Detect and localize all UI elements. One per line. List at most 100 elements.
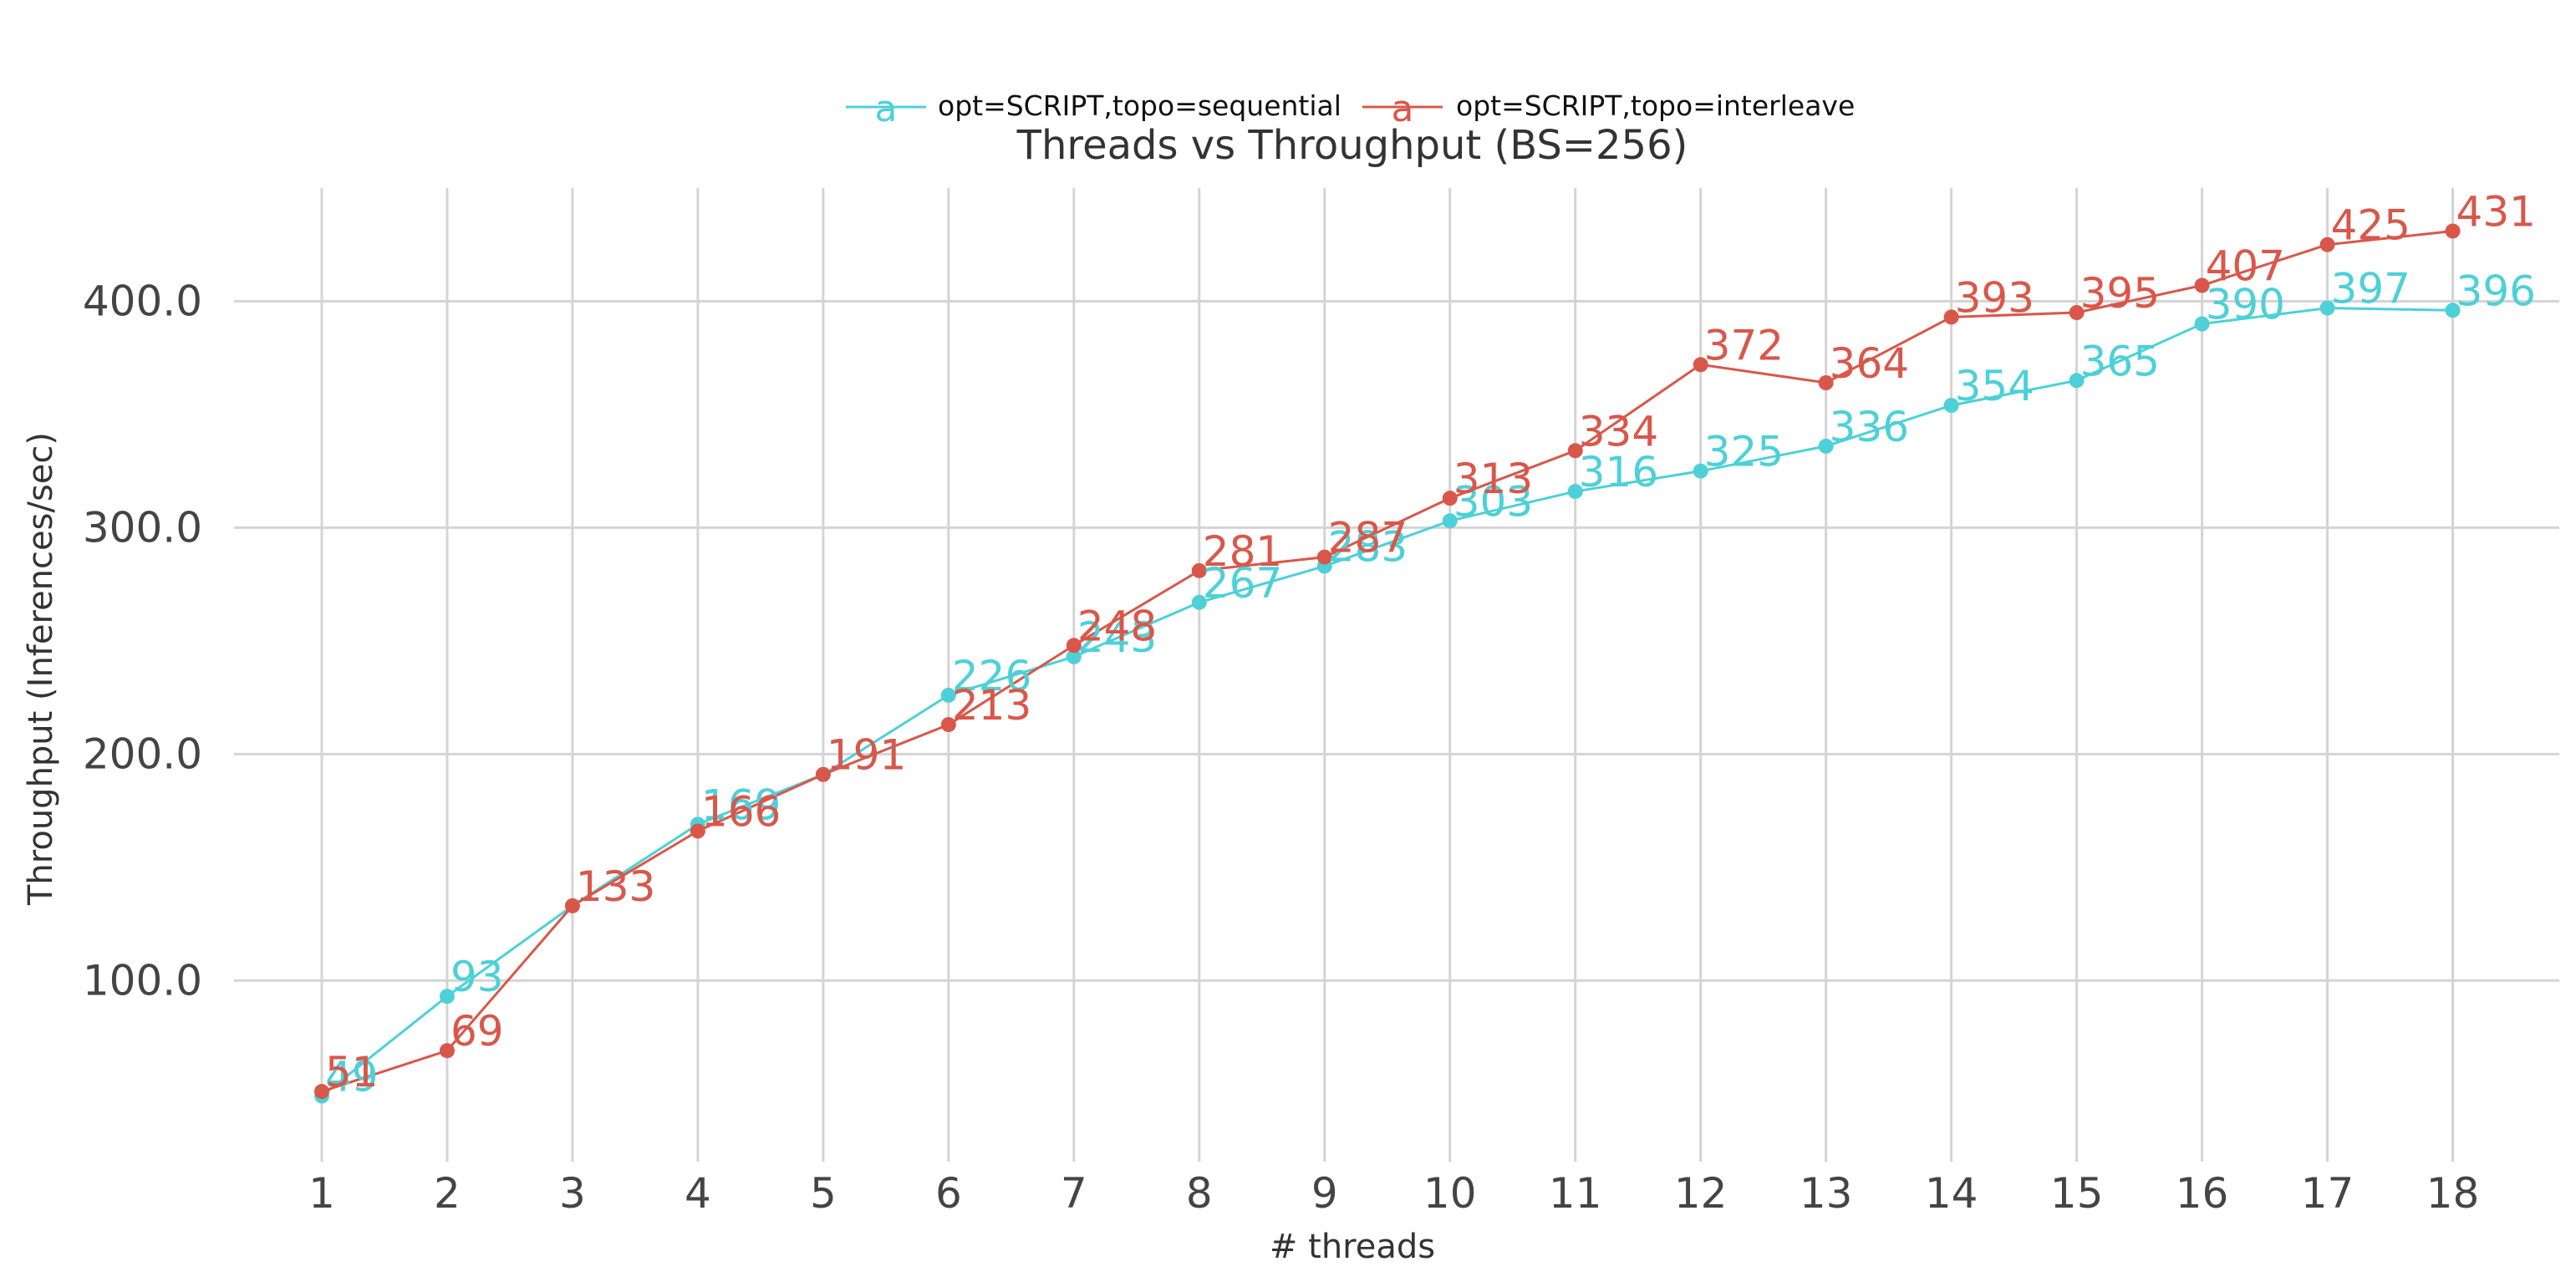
data-label: 407 — [2206, 242, 2285, 291]
data-point — [1693, 463, 1708, 479]
y-tick-label: 400.0 — [83, 277, 202, 325]
data-label: 49 — [325, 1052, 379, 1101]
x-tick-label: 6 — [935, 1169, 962, 1218]
data-labels: 49 93 133 169 191 226 243 267 283 303 316 325 336 354… — [325, 187, 2536, 1101]
data-label: 395 — [2080, 269, 2160, 318]
data-point — [1316, 549, 1332, 565]
data-point — [1066, 649, 1082, 664]
x-tick-label: 18 — [2426, 1169, 2480, 1218]
data-point — [1567, 484, 1583, 500]
data-label: 93 — [451, 953, 504, 1001]
data-label: 313 — [1453, 455, 1533, 503]
data-point — [1943, 309, 1959, 325]
data-point — [1442, 513, 1458, 529]
data-label: 396 — [2456, 267, 2536, 315]
data-label: 365 — [2080, 337, 2160, 385]
data-label: 334 — [1579, 407, 1658, 455]
x-tick-label: 16 — [2176, 1169, 2229, 1218]
data-label: 364 — [1830, 339, 1909, 388]
data-label: 191 — [827, 731, 906, 780]
x-tick-label: 8 — [1186, 1169, 1213, 1218]
data-label: 425 — [2331, 201, 2411, 250]
legend: a opt=SCRIPT,topo=sequential a opt=SCRIP… — [846, 88, 1855, 130]
y-axis-label: Throughput (Inferences/sec) — [22, 432, 60, 906]
data-point — [1442, 491, 1458, 506]
data-point — [815, 766, 831, 782]
data-label: 69 — [451, 1007, 504, 1056]
data-point — [439, 1043, 455, 1059]
data-label: 325 — [1704, 428, 1784, 476]
data-label: 166 — [701, 787, 781, 836]
data-point — [564, 898, 580, 913]
x-tick-label: 1 — [308, 1169, 335, 1218]
y-tick-label: 200.0 — [83, 730, 202, 778]
data-point — [1066, 638, 1082, 654]
axis-ticks: 1 2 3 4 5 6 7 8 9 10 11 12 13 14 15 16 17 18100.0200.0300… — [83, 277, 2479, 1218]
data-point — [940, 687, 956, 703]
data-point — [2069, 373, 2085, 389]
data-label: 354 — [1955, 362, 2034, 410]
data-label: 51 — [325, 1048, 379, 1096]
data-label: 316 — [1579, 448, 1658, 496]
x-tick-label: 5 — [810, 1169, 837, 1218]
data-point — [2319, 237, 2335, 252]
legend-label-interleave: opt=SCRIPT,topo=interleave — [1456, 89, 1855, 122]
data-point — [313, 1084, 329, 1100]
data-label: 243 — [1077, 613, 1157, 662]
data-point — [1191, 562, 1207, 578]
data-label: 283 — [1328, 522, 1408, 571]
legend-label-sequential: opt=SCRIPT,topo=sequential — [938, 89, 1341, 122]
data-point — [2194, 277, 2210, 293]
data-point — [1943, 398, 1959, 414]
data-point — [1567, 443, 1583, 459]
data-point — [940, 717, 956, 733]
x-tick-label: 13 — [1800, 1169, 1853, 1218]
data-point — [2445, 223, 2461, 239]
grid — [234, 188, 2559, 1162]
data-point — [1693, 357, 1708, 373]
data-label: 336 — [1830, 403, 1909, 451]
y-tick-label: 100.0 — [83, 956, 202, 1005]
series-line-0 — [321, 307, 2453, 1097]
legend-item-sequential: a opt=SCRIPT,topo=sequential — [846, 88, 1341, 130]
data-label: 372 — [1704, 321, 1784, 369]
series-line-1 — [321, 229, 2453, 1093]
x-tick-label: 11 — [1549, 1169, 1602, 1218]
data-label: 226 — [952, 652, 1031, 700]
data-point — [2445, 303, 2461, 318]
legend-marker-interleave: a — [1392, 88, 1414, 130]
data-point — [1818, 375, 1834, 390]
x-axis-label: # threads — [1270, 1228, 1435, 1266]
data-label: 287 — [1328, 514, 1408, 562]
data-point — [2069, 305, 2085, 321]
series-lines — [313, 223, 2461, 1104]
data-point — [2319, 300, 2335, 316]
x-tick-label: 4 — [685, 1169, 711, 1218]
data-label: 393 — [1955, 273, 2034, 322]
legend-item-interleave: a opt=SCRIPT,topo=interleave — [1362, 88, 1855, 130]
data-label: 397 — [2331, 265, 2411, 313]
data-point — [2194, 316, 2210, 332]
x-tick-label: 7 — [1061, 1169, 1087, 1218]
data-point — [690, 823, 705, 839]
data-label: 281 — [1203, 527, 1282, 576]
x-tick-label: 12 — [1674, 1169, 1728, 1218]
data-point — [1818, 438, 1834, 454]
data-label: 191 — [827, 731, 906, 780]
x-tick-label: 14 — [1925, 1169, 1978, 1218]
legend-marker-sequential: a — [875, 88, 898, 130]
x-tick-label: 15 — [2050, 1169, 2104, 1218]
x-tick-label: 17 — [2301, 1169, 2355, 1218]
data-label: 133 — [576, 862, 655, 911]
y-tick-label: 300.0 — [83, 503, 202, 552]
x-tick-label: 9 — [1311, 1169, 1338, 1218]
data-point — [1191, 594, 1207, 610]
data-label: 169 — [701, 781, 781, 829]
data-label: 133 — [576, 862, 655, 911]
data-label: 248 — [1077, 602, 1157, 650]
data-point — [439, 989, 455, 1005]
chart-title: Threads vs Throughput (BS=256) — [1016, 122, 1688, 169]
x-tick-label: 2 — [434, 1169, 461, 1218]
data-label: 390 — [2206, 281, 2285, 329]
